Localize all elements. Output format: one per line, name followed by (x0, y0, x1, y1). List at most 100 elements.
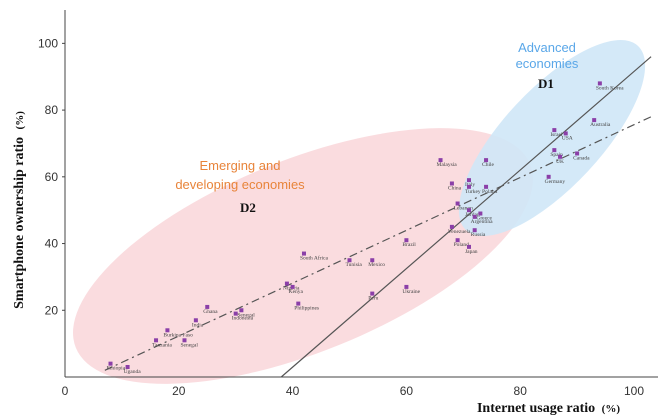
data-point-label: Indonesia (232, 316, 254, 322)
data-point-label: Venezuela (448, 229, 471, 235)
data-point (558, 154, 563, 159)
tick-layer: 0 20 40 60 80 100 20 40 60 80 100 (38, 36, 644, 398)
data-point-label: Kenya (289, 289, 304, 295)
data-point-label: Brazil (402, 242, 416, 248)
d1-label: Advanced economies D1 (516, 40, 579, 91)
data-point (552, 148, 557, 153)
axes (64, 10, 658, 378)
x-tick-label: 0 (62, 384, 69, 398)
data-point-label: Tanzania (152, 342, 172, 348)
data-point-label: South Africa (300, 255, 329, 262)
data-point (466, 184, 471, 189)
data-point (472, 214, 477, 219)
data-point (592, 118, 597, 123)
data-point-label: Ukraine (402, 289, 420, 295)
d2-label: Emerging and developing economies D2 (175, 158, 305, 215)
d1-label-line2: economies (516, 56, 579, 71)
data-point-label: Mexico (368, 262, 385, 268)
x-tick-label: 80 (514, 384, 528, 398)
data-point (182, 338, 187, 343)
data-point (404, 238, 409, 243)
data-point (563, 131, 568, 136)
data-point-label: Philippines (294, 306, 319, 312)
data-point (108, 361, 113, 366)
data-point-label: Lebanon (454, 206, 473, 212)
data-point (484, 184, 489, 189)
data-point-label: South Korea (596, 85, 624, 91)
data-point-label: Japan (465, 249, 478, 255)
data-point-label: Peru (368, 296, 378, 302)
data-point-label: Turkey (465, 189, 481, 195)
data-point (370, 258, 375, 263)
dashed-fit-line (104, 116, 652, 371)
data-point (165, 328, 170, 333)
data-point (455, 201, 460, 206)
data-point-label: China (448, 185, 462, 191)
data-point (449, 224, 454, 229)
data-point (575, 151, 580, 156)
solid-fit-line (280, 56, 652, 378)
data-point (478, 211, 483, 216)
y-axis-title-text: Smartphone ownership ratio (12, 137, 27, 309)
data-point (347, 258, 352, 263)
data-point-label: Uganda (124, 369, 142, 375)
d2-label-line1: Emerging and (200, 158, 281, 173)
data-point (438, 158, 443, 163)
data-point-label: Canada (573, 155, 590, 161)
d1-code: D1 (538, 76, 554, 91)
data-point (466, 244, 471, 249)
data-point-label: Russia (471, 232, 486, 238)
data-point (193, 318, 198, 323)
data-point-label: Senegal (237, 312, 255, 318)
y-axis-title: Smartphone ownership ratio (%) (12, 111, 27, 309)
data-point (125, 364, 130, 369)
data-point-label: Poland (482, 189, 498, 195)
d1-region (458, 39, 646, 237)
data-point-label: USA (562, 135, 573, 141)
data-point-label: Poland (454, 242, 470, 248)
x-tick-label: 20 (172, 384, 186, 398)
data-point-label: Spain (550, 152, 563, 158)
d2-label-line2: developing economies (175, 177, 305, 192)
data-point (546, 174, 551, 179)
data-point (552, 128, 557, 133)
x-tick-label: 100 (624, 384, 644, 398)
data-point-label: Greece (476, 216, 492, 222)
y-tick-label: 100 (38, 36, 58, 50)
data-point (370, 291, 375, 296)
data-point-label: Germany (545, 179, 566, 185)
data-point (472, 228, 477, 233)
y-tick-label: 60 (45, 170, 59, 184)
data-point (239, 308, 244, 313)
d2-code: D2 (240, 200, 256, 215)
data-point (455, 238, 460, 243)
data-point (284, 281, 289, 286)
y-tick-label: 20 (45, 303, 59, 317)
data-point-label: Argentina (471, 219, 493, 225)
d2-region (73, 128, 533, 384)
x-axis-title-text: Internet usage ratio (477, 401, 595, 416)
data-point-label: Israel (550, 132, 563, 138)
data-point-label: Jordan (465, 212, 480, 218)
data-point (296, 301, 301, 306)
data-point-label: UK (556, 159, 564, 165)
d1-label-line1: Advanced (518, 40, 576, 55)
data-point-label: Chile (482, 162, 494, 168)
data-point (233, 311, 238, 316)
data-point-label: Malaysia (437, 162, 458, 168)
data-point-label: Australia (590, 122, 611, 128)
region-layer (73, 39, 646, 384)
x-tick-label: 40 (286, 384, 300, 398)
x-tick-label: 60 (400, 384, 414, 398)
data-point (597, 81, 602, 86)
data-point (466, 178, 471, 183)
data-point (290, 284, 295, 289)
data-point (301, 251, 306, 256)
data-point (484, 158, 489, 163)
data-point (404, 284, 409, 289)
data-point-label: Ghana (203, 309, 218, 315)
y-tick-label: 40 (45, 237, 59, 251)
data-point-label: Burkina Faso (163, 332, 193, 338)
